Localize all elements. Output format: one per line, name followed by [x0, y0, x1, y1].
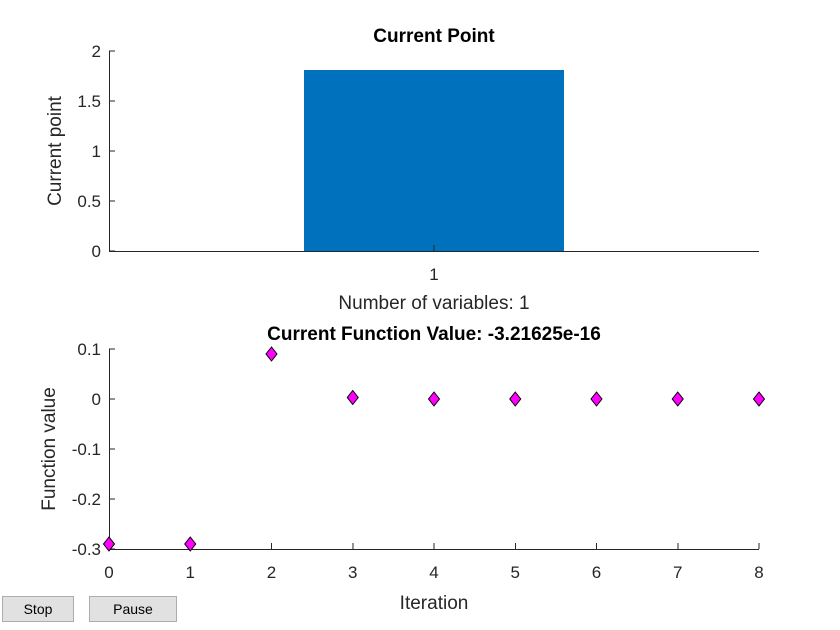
data-point [184, 536, 197, 552]
y-tick-label: 0.1 [77, 340, 101, 359]
function-value-ylabel: Function value [39, 387, 60, 511]
x-tick-label: 5 [511, 563, 520, 582]
current-point-axes: Current Point Current point Number of va… [45, 26, 759, 314]
data-point [752, 391, 766, 407]
y-tick-label: 2 [92, 42, 101, 61]
data-point [509, 391, 522, 407]
x-tick-label: 6 [592, 563, 601, 582]
current-point-title: Current Point [373, 26, 495, 47]
bar-1 [304, 70, 564, 251]
data-point [427, 391, 441, 407]
data-point [671, 391, 684, 407]
x-tick-label: 8 [754, 563, 763, 582]
current-point-xlabel: Number of variables: 1 [338, 293, 529, 314]
y-tick-label: -0.3 [72, 540, 101, 559]
function-value-axes: Current Function Value: -3.21625e-16 Fun… [39, 324, 766, 614]
y-tick-label: 0 [92, 390, 101, 409]
data-point [102, 536, 116, 552]
x-tick-label: 3 [348, 563, 357, 582]
x-tick-label: 7 [673, 563, 682, 582]
y-tick-label: 1.5 [77, 92, 101, 111]
stop-button[interactable]: Stop [2, 596, 74, 622]
data-point [346, 389, 359, 406]
current-point-ylabel: Current point [45, 95, 66, 206]
x-tick-label: 1 [429, 265, 438, 284]
data-point [265, 346, 278, 362]
pause-button[interactable]: Pause [89, 596, 177, 622]
x-tick-label: 2 [267, 563, 276, 582]
y-tick-label: -0.2 [72, 490, 101, 509]
function-value-title: Current Function Value: -3.21625e-16 [267, 324, 601, 345]
function-value-xlabel: Iteration [400, 593, 469, 614]
x-tick-label: 0 [104, 563, 113, 582]
y-tick-label: 1 [92, 142, 101, 161]
x-tick-label: 4 [429, 563, 438, 582]
y-tick-label: -0.1 [72, 440, 101, 459]
y-tick-label: 0 [92, 242, 101, 261]
y-tick-label: 0.5 [77, 192, 101, 211]
x-tick-label: 1 [186, 563, 195, 582]
data-point [590, 391, 603, 407]
